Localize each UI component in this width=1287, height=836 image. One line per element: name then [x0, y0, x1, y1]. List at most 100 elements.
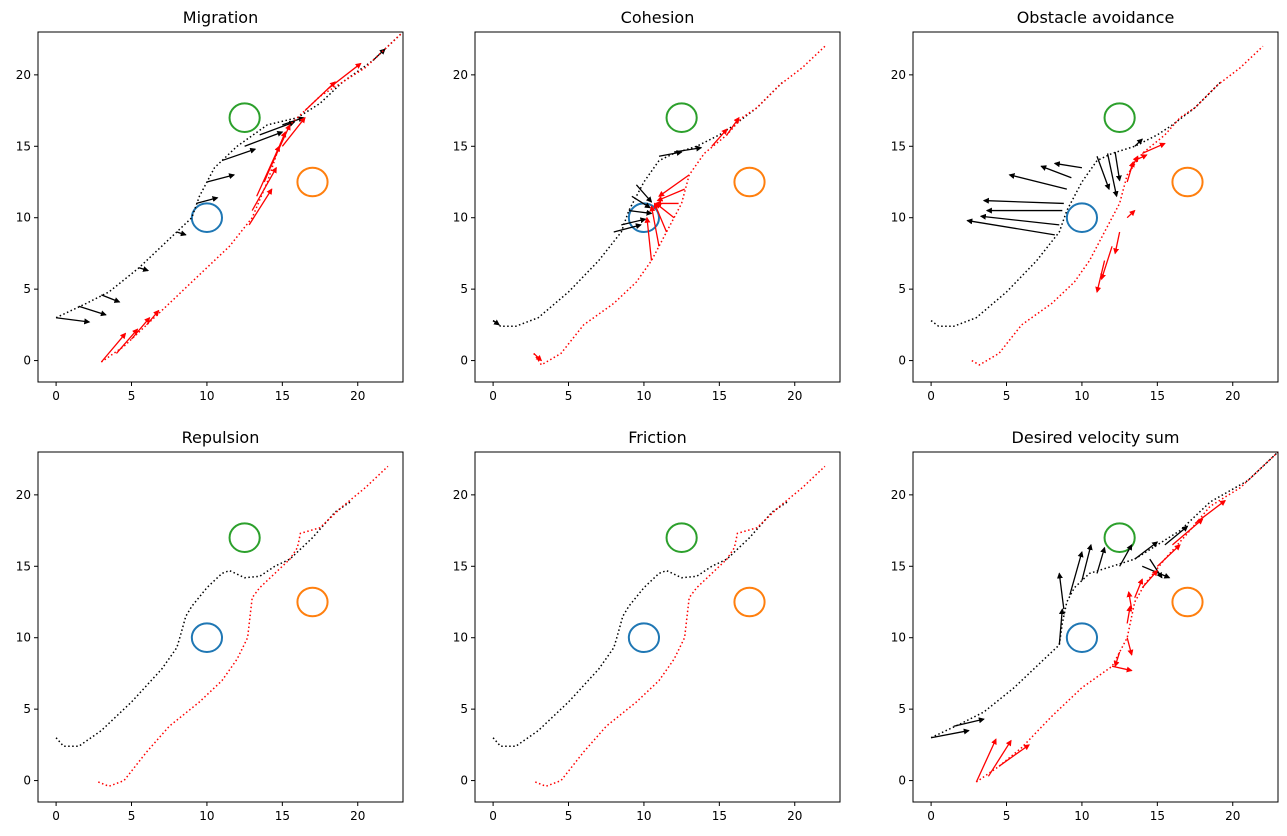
y-tick-label: 10 — [16, 211, 31, 225]
y-tick-label: 10 — [891, 631, 906, 645]
axes-frame — [912, 31, 1279, 383]
x-tick-label: 10 — [636, 389, 651, 403]
x-tick-label: 10 — [1074, 809, 1089, 823]
trajectory-2 — [98, 465, 389, 788]
y-tick-label: 0 — [23, 354, 31, 368]
velocity-arrow — [613, 223, 642, 233]
trajectory-1 — [55, 501, 351, 748]
velocity-arrow — [1134, 154, 1148, 162]
velocity-arrow — [649, 205, 660, 247]
velocity-arrow — [1058, 608, 1065, 645]
subplot-6: 0 5 10 15 20 0 5 10 15 20 Desired velocity sum — [891, 428, 1279, 823]
velocity-arrow — [1096, 156, 1111, 191]
velocity-arrow — [146, 309, 160, 326]
subplot-3: 0 5 10 15 20 0 5 10 15 20 Obstacle avoidance — [891, 8, 1279, 403]
velocity-arrow — [138, 266, 150, 272]
y-tick-label: 15 — [16, 139, 31, 153]
obstacle-3 — [228, 102, 261, 134]
velocity-arrow — [1126, 161, 1135, 183]
velocity-arrow — [221, 147, 257, 162]
obstacle-2 — [296, 586, 329, 618]
y-tick-label: 20 — [453, 488, 468, 502]
x-tick-label: 20 — [350, 809, 365, 823]
velocity-arrow — [131, 316, 151, 340]
velocity-arrow — [1053, 161, 1083, 169]
obstacle-2 — [733, 586, 766, 618]
velocity-arrow — [1114, 151, 1122, 182]
velocity-arrow — [1096, 546, 1107, 574]
velocity-arrow — [248, 188, 273, 226]
velocity-arrow — [269, 123, 291, 168]
y-tick-label: 20 — [891, 488, 906, 502]
chart-title: Friction — [628, 428, 687, 447]
velocity-arrow — [1081, 543, 1093, 581]
velocity-arrow — [930, 728, 970, 739]
y-tick-label: 5 — [460, 282, 468, 296]
velocity-arrow — [101, 294, 121, 303]
x-tick-label: 5 — [128, 809, 136, 823]
x-tick-label: 10 — [199, 809, 214, 823]
velocity-arrow — [1149, 558, 1163, 579]
velocity-arrow — [1126, 591, 1133, 610]
y-tick-label: 5 — [23, 282, 31, 296]
y-tick-label: 20 — [16, 488, 31, 502]
obstacle-1 — [190, 622, 224, 654]
velocity-arrow — [244, 130, 284, 147]
velocity-arrow — [658, 149, 683, 157]
velocity-arrow — [251, 166, 277, 211]
velocity-arrow — [1008, 173, 1068, 190]
y-tick-label: 0 — [460, 774, 468, 788]
chart-title: Desired velocity sum — [1012, 428, 1180, 447]
y-tick-label: 5 — [898, 282, 906, 296]
velocity-arrow — [1126, 209, 1136, 219]
velocity-arrow — [281, 116, 306, 147]
velocity-arrow — [1119, 543, 1133, 567]
plot-area — [55, 32, 403, 363]
plot-area — [930, 452, 1278, 783]
x-tick-label: 20 — [787, 809, 802, 823]
y-tick-label: 10 — [16, 631, 31, 645]
velocity-arrow — [1095, 260, 1106, 293]
trajectory-2 — [975, 452, 1278, 783]
velocity-arrow — [1126, 605, 1133, 624]
velocity-arrow — [259, 120, 296, 136]
velocity-arrow — [176, 230, 187, 237]
velocity-arrow — [1100, 246, 1113, 281]
y-tick-label: 0 — [898, 354, 906, 368]
obstacle-1 — [190, 202, 224, 233]
axes-frame — [474, 451, 841, 803]
y-tick-label: 5 — [898, 702, 906, 716]
obstacle-3 — [1103, 102, 1136, 134]
obstacle-3 — [228, 522, 261, 554]
obstacle-2 — [1171, 166, 1204, 198]
obstacle-3 — [665, 522, 698, 554]
x-tick-label: 5 — [565, 809, 573, 823]
obstacle-2 — [733, 166, 766, 198]
y-tick-label: 5 — [460, 702, 468, 716]
velocity-arrow — [979, 213, 1060, 226]
x-tick-label: 5 — [565, 389, 573, 403]
velocity-arrow — [1040, 165, 1072, 179]
axes-frame — [474, 31, 841, 383]
chart-title: Obstacle avoidance — [1017, 8, 1175, 27]
obstacle-1 — [627, 202, 661, 233]
y-tick-label: 0 — [23, 774, 31, 788]
velocity-arrow — [533, 352, 543, 362]
chart-title: Migration — [183, 8, 258, 27]
velocity-arrow — [1056, 572, 1065, 610]
trajectory-2 — [971, 45, 1264, 366]
y-tick-label: 20 — [891, 68, 906, 82]
trajectory-1 — [55, 32, 403, 319]
velocity-arrow — [987, 739, 1012, 777]
x-tick-label: 15 — [712, 809, 727, 823]
y-tick-label: 15 — [891, 559, 906, 573]
x-tick-label: 5 — [1003, 809, 1011, 823]
velocity-arrow — [635, 184, 653, 203]
velocity-arrow — [621, 217, 647, 226]
velocity-arrow — [1113, 651, 1121, 668]
obstacle-1 — [1065, 202, 1099, 233]
trajectory-2 — [535, 465, 826, 788]
plot-area — [492, 465, 826, 788]
obstacle-2 — [1171, 586, 1204, 618]
velocity-arrow — [100, 332, 127, 363]
